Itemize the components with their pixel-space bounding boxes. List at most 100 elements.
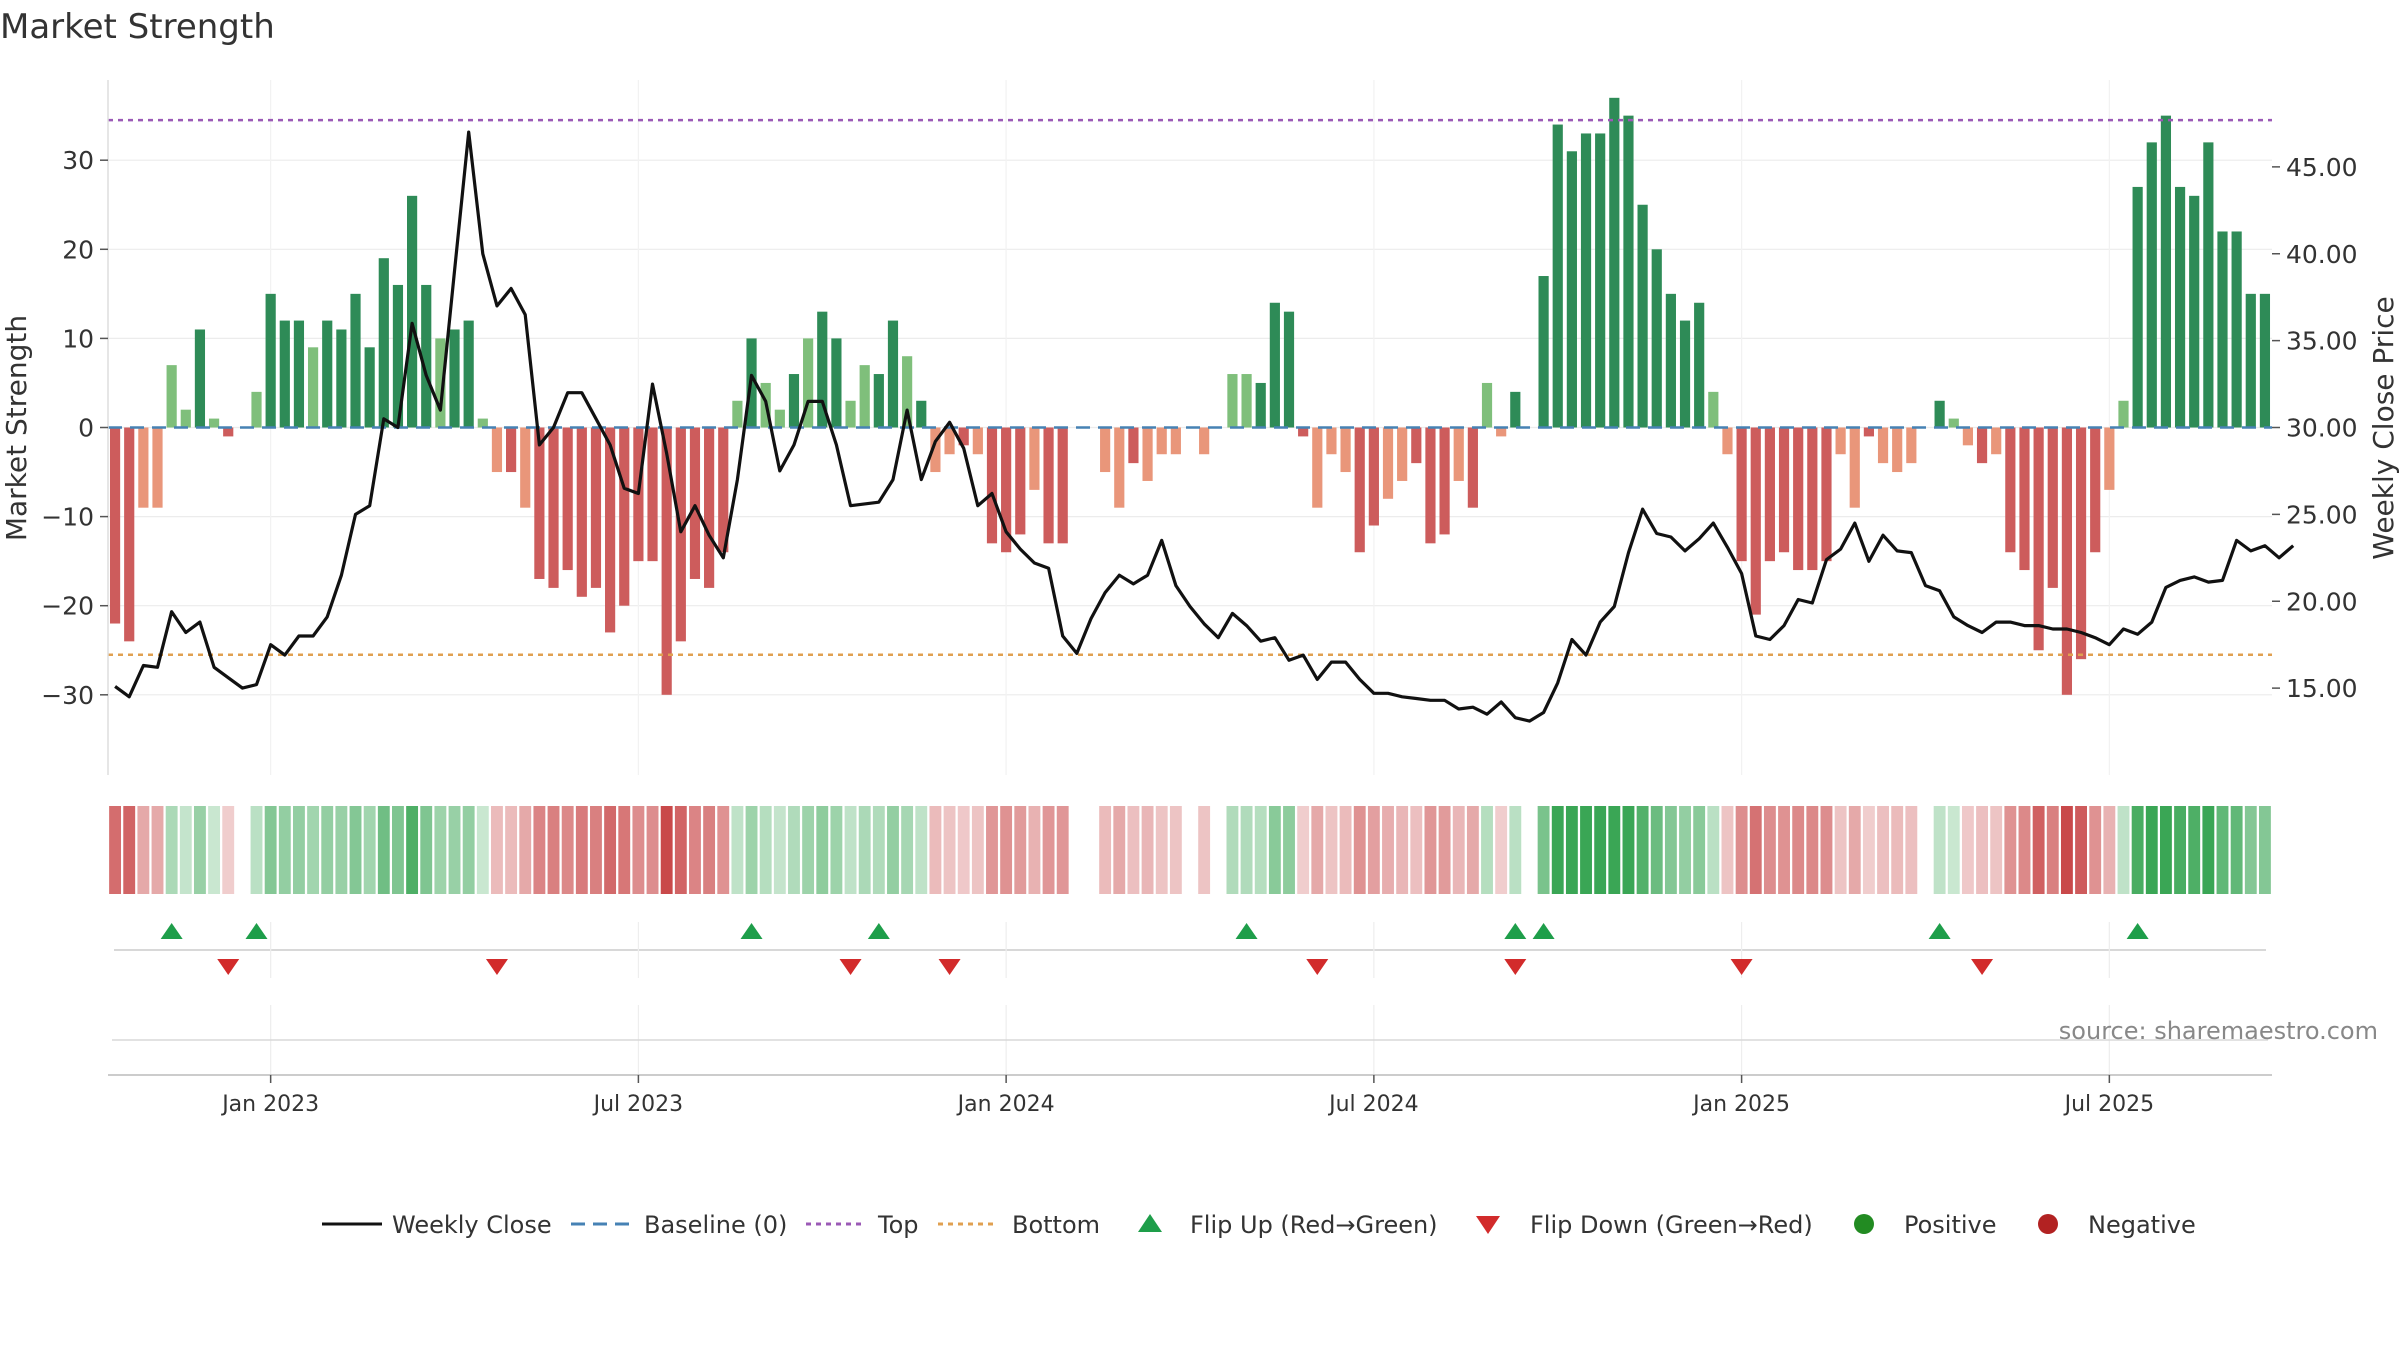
left-axis-label: Market Strength xyxy=(0,315,33,541)
heat-cell xyxy=(151,806,164,894)
strength-bar xyxy=(986,427,998,544)
strength-bar xyxy=(1849,427,1860,508)
strength-bar xyxy=(1298,427,1309,437)
chart-title: Market Strength xyxy=(0,7,275,47)
reference-lines xyxy=(108,118,2272,656)
heat-cell xyxy=(2258,806,2271,894)
strength-bar xyxy=(2132,186,2143,428)
heat-cell xyxy=(406,806,419,894)
heat-cell xyxy=(887,806,899,894)
strength-bars xyxy=(109,97,2271,695)
legend-label-positive: Positive xyxy=(1904,1211,1997,1239)
strength-bar xyxy=(1877,427,1889,464)
strength-bar xyxy=(1835,427,1846,455)
strength-bar xyxy=(1566,151,1577,428)
x-tick-label: Jan 2024 xyxy=(956,1092,1055,1117)
heat-cell xyxy=(208,806,221,894)
legend-label-bottom: Bottom xyxy=(1012,1211,1100,1239)
heat-cell xyxy=(1763,806,1776,894)
strength-bar xyxy=(902,356,913,428)
strength-bar xyxy=(605,427,616,633)
strength-bar xyxy=(194,329,206,428)
heat-cell xyxy=(307,806,320,894)
heat-cell xyxy=(745,806,758,894)
strength-bar xyxy=(421,284,432,428)
heat-cell xyxy=(1028,806,1041,894)
left-tick-label: 30 xyxy=(62,146,94,175)
strength-bar xyxy=(1637,204,1648,428)
legend: Weekly Close Baseline (0) Top Bottom Flip Up… xyxy=(322,1211,2196,1239)
strength-bar xyxy=(1609,97,1620,428)
strength-bar xyxy=(972,427,983,455)
x-tick-label: Jan 2025 xyxy=(1691,1092,1790,1117)
heat-cell xyxy=(547,806,560,894)
left-tick-label: −10 xyxy=(41,503,94,532)
heat-cell xyxy=(123,806,136,894)
flip-up-marker xyxy=(1532,923,1555,939)
heat-cell xyxy=(1537,806,1550,894)
heat-cell xyxy=(462,806,475,894)
strength-bar xyxy=(506,427,517,473)
heat-cell xyxy=(1424,806,1437,894)
heat-cell xyxy=(519,806,532,894)
strength-bar xyxy=(307,347,319,428)
heat-cell xyxy=(2018,806,2031,894)
heat-cell xyxy=(1141,806,1154,894)
heat-cell xyxy=(1707,806,1720,894)
heat-cell xyxy=(222,806,235,894)
strength-heat-strip xyxy=(109,806,2271,894)
heat-cell xyxy=(731,806,744,894)
flip-down-marker xyxy=(1504,959,1527,975)
strength-bar xyxy=(1694,302,1705,428)
heat-cell xyxy=(590,806,602,894)
heat-cell xyxy=(1367,806,1380,894)
strength-bar xyxy=(1934,400,1945,428)
heat-cell xyxy=(2103,806,2116,894)
strength-bar xyxy=(845,400,856,428)
strength-bar xyxy=(1496,427,1507,437)
heat-cell xyxy=(1834,806,1847,894)
strength-bar xyxy=(930,427,941,473)
strength-bar xyxy=(1580,133,1592,428)
heat-cell xyxy=(1679,806,1691,894)
heat-cell xyxy=(660,806,673,894)
heat-cell xyxy=(943,806,956,894)
flip-up-marker xyxy=(867,923,890,939)
heat-cell xyxy=(2244,806,2257,894)
close-price-line xyxy=(114,130,2295,723)
strength-bar xyxy=(1439,427,1450,535)
heat-cell xyxy=(2089,806,2102,894)
strength-bar xyxy=(1170,427,1181,455)
strength-bar xyxy=(1001,427,1012,553)
heat-cell xyxy=(533,806,546,894)
heat-cell xyxy=(2159,806,2172,894)
strength-bar xyxy=(208,418,220,428)
heat-cell xyxy=(1877,806,1889,894)
right-tick-label: 40.00 xyxy=(2286,240,2358,269)
strength-bar xyxy=(1736,427,1747,562)
flip-up-marker xyxy=(740,923,763,939)
heat-cell xyxy=(1664,806,1677,894)
strength-bar xyxy=(152,427,163,508)
strength-bar xyxy=(562,427,573,571)
flip-up-marker xyxy=(1504,923,1527,939)
heat-cell xyxy=(1452,806,1465,894)
flip-markers-panel xyxy=(114,922,2266,978)
heat-cell xyxy=(1608,806,1621,894)
heat-cell xyxy=(1438,806,1451,894)
strength-bar xyxy=(279,320,290,428)
legend-label-negative: Negative xyxy=(2088,1211,2196,1239)
heat-cell xyxy=(1509,806,1522,894)
legend-label-flip-down: Flip Down (Green→Red) xyxy=(1530,1211,1813,1239)
strength-bar xyxy=(887,320,899,428)
heat-cell xyxy=(1113,806,1126,894)
strength-bar xyxy=(689,427,701,579)
flip-up-marker xyxy=(160,923,183,939)
heat-cell xyxy=(1650,806,1663,894)
heat-cell xyxy=(901,806,914,894)
heat-cell xyxy=(1283,806,1295,894)
strength-bar xyxy=(2189,195,2200,428)
strength-bar xyxy=(1057,427,1068,544)
strength-bar xyxy=(1255,382,1266,428)
heat-cell xyxy=(179,806,192,894)
